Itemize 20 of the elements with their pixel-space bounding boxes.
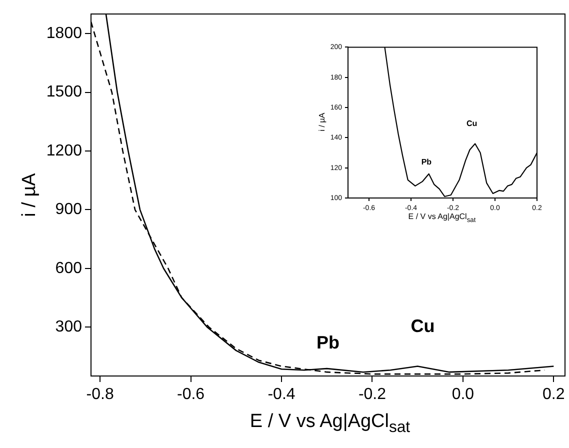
y-tick-label: 1500 — [46, 84, 82, 101]
annotation: Cu — [466, 119, 478, 128]
y-axis-title: i / µA — [318, 112, 326, 132]
x-tick-label: 0.2 — [542, 386, 565, 404]
x-axis-title: E / V vs Ag|AgCl$_{sat}$ — [250, 411, 410, 437]
y-axis-title: i / µA — [19, 173, 41, 217]
annotation: Cu — [410, 316, 435, 336]
y-tick-label: 900 — [55, 201, 82, 218]
x-tick-label: -0.6 — [177, 386, 205, 404]
x-tick-label: 0.0 — [452, 386, 474, 404]
x-tick-label: -0.8 — [86, 386, 114, 404]
y-tick-label: 1800 — [46, 24, 82, 42]
x-axis-title: E / V vs Ag|AgCl$_{sat}$ — [408, 212, 476, 224]
y-tick-label: 1200 — [46, 142, 82, 160]
y-tick-label: 600 — [55, 260, 82, 277]
annotation: Pb — [316, 332, 340, 352]
annotation: Pb — [421, 158, 432, 167]
y-tick-label: 300 — [55, 318, 82, 336]
x-tick-label: -0.2 — [358, 386, 386, 404]
x-tick-label: -0.4 — [268, 386, 296, 404]
